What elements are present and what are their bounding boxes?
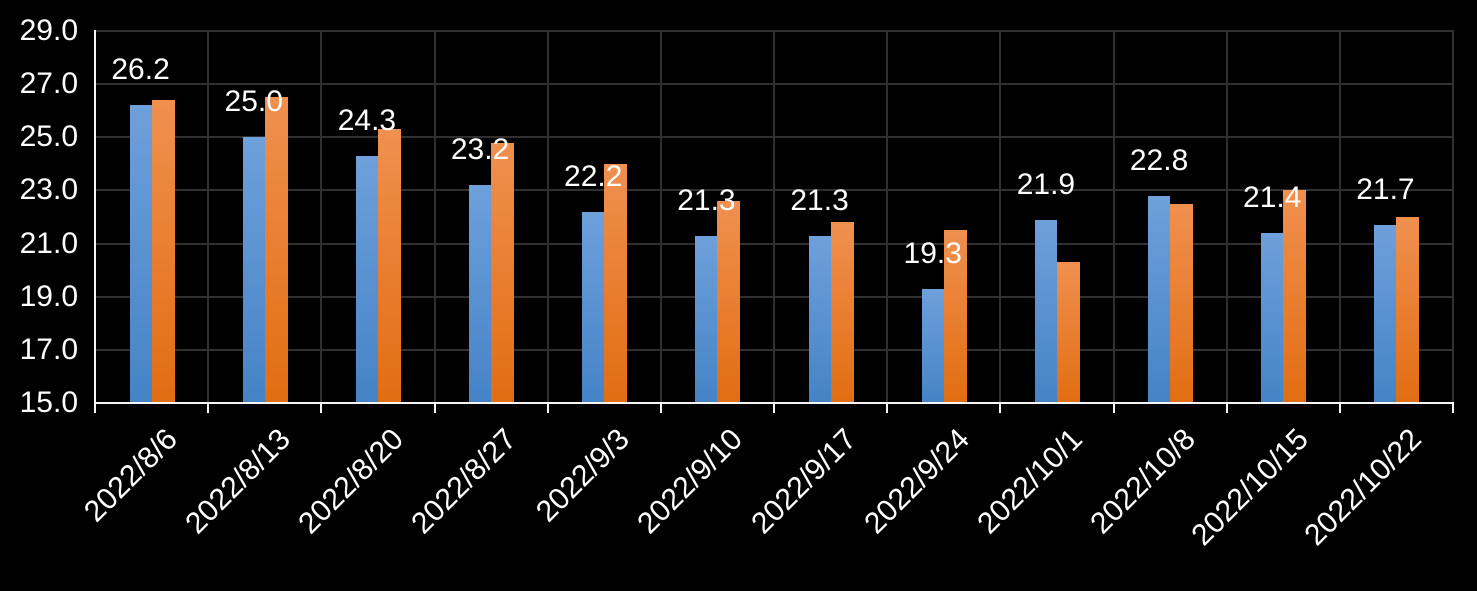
bar-orange: [830, 222, 854, 403]
data-label: 21.9: [1016, 167, 1076, 201]
bar-blue: [129, 105, 152, 403]
vertical-gridline: [1225, 30, 1228, 403]
x-axis-tick: [433, 402, 436, 413]
y-tick-label: 27.0: [19, 67, 78, 101]
bar-blue: [921, 288, 944, 403]
bar-blue: [242, 137, 265, 403]
vertical-gridline: [999, 30, 1002, 403]
data-label: 21.3: [790, 183, 849, 217]
vertical-gridline: [207, 30, 210, 403]
bar-blue: [1374, 224, 1397, 403]
bar-orange: [491, 142, 515, 403]
bar-orange: [1170, 203, 1194, 403]
x-axis-tick: [999, 402, 1002, 413]
x-axis-tick: [886, 402, 889, 413]
vertical-gridline: [433, 30, 436, 403]
x-axis-tick: [1112, 402, 1115, 413]
vertical-gridline: [1112, 30, 1115, 403]
bar-blue: [1261, 232, 1284, 403]
data-label: 24.3: [337, 103, 397, 137]
bar-blue: [469, 185, 492, 403]
bar-orange: [1396, 217, 1420, 403]
x-axis-tick: [1452, 402, 1454, 413]
data-label: 21.3: [677, 183, 736, 217]
y-tick-label: 21.0: [19, 226, 78, 260]
y-tick-label: 17.0: [19, 332, 78, 366]
vertical-gridline: [773, 30, 775, 403]
x-axis-tick: [546, 402, 549, 413]
y-tick-label: 29.0: [19, 14, 78, 47]
bar-blue: [355, 155, 378, 403]
x-axis-tick: [1225, 402, 1228, 413]
y-axis-line: [94, 30, 96, 413]
y-tick-label: 19.0: [19, 279, 78, 313]
bar-blue: [1148, 195, 1171, 403]
data-label: 25.0: [224, 85, 283, 119]
vertical-gridline: [1452, 30, 1454, 403]
x-axis-tick: [94, 402, 96, 413]
bar-orange: [943, 230, 967, 403]
y-tick-label: 23.0: [19, 173, 78, 207]
bar-orange: [1283, 190, 1307, 403]
x-axis-tick: [773, 402, 775, 413]
data-label: 22.2: [564, 159, 623, 193]
x-axis-tick: [659, 402, 662, 413]
vertical-gridline: [659, 30, 662, 403]
vertical-gridline: [886, 30, 889, 403]
bar-orange: [151, 100, 175, 403]
bar-blue: [808, 235, 831, 403]
bar-orange: [717, 201, 741, 403]
x-axis-tick: [1338, 402, 1341, 413]
bar-blue: [1034, 219, 1057, 403]
data-label: 26.2: [111, 53, 170, 87]
bar-orange: [377, 129, 401, 403]
y-tick-label: 25.0: [19, 120, 78, 154]
data-label: 19.3: [903, 236, 962, 270]
bar-orange: [604, 163, 628, 403]
vertical-gridline: [546, 30, 549, 403]
data-label: 21.7: [1356, 172, 1415, 206]
bar-blue: [582, 211, 605, 403]
data-label: 23.2: [450, 133, 510, 167]
x-axis-tick: [207, 402, 210, 413]
vertical-gridline: [320, 30, 323, 403]
bar-orange: [264, 97, 288, 403]
x-axis-tick: [320, 402, 323, 413]
y-tick-label: 15.0: [19, 386, 78, 419]
bar-blue: [695, 235, 718, 403]
data-label: 21.4: [1243, 180, 1302, 214]
bar-orange: [1056, 262, 1080, 403]
vertical-gridline: [1338, 30, 1341, 403]
data-label: 22.8: [1129, 143, 1189, 177]
